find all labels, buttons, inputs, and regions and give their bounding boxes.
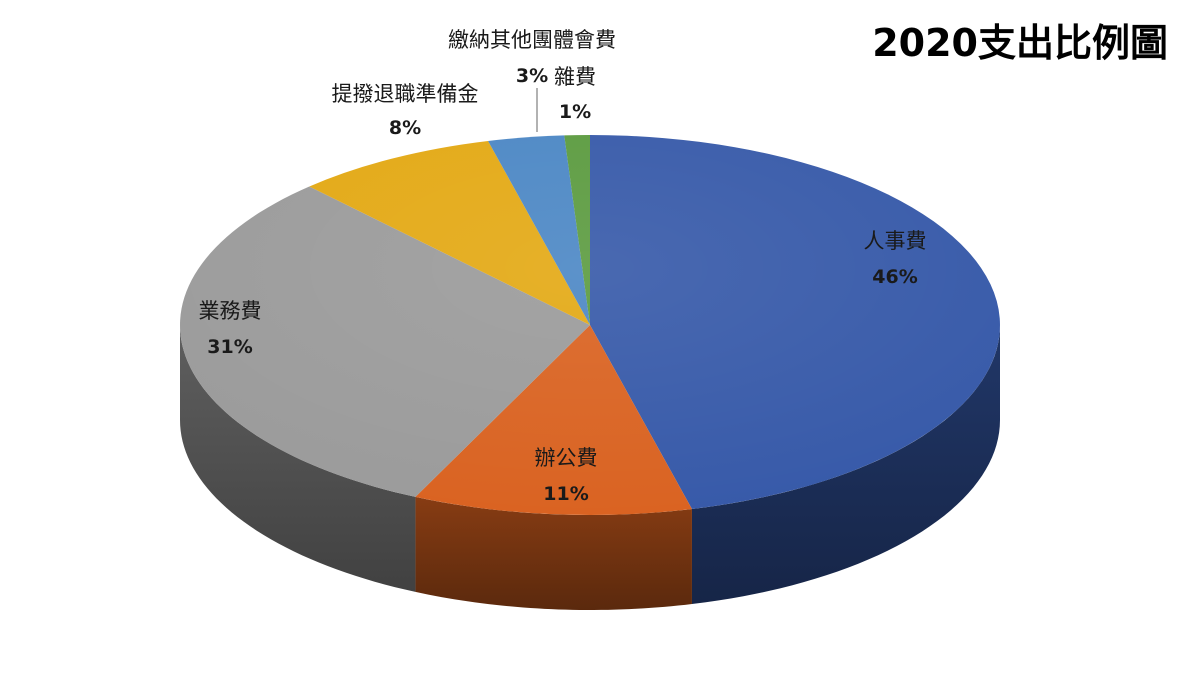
chart-title: 2020支出比例圖 bbox=[872, 21, 1168, 65]
slice-percent-label-6: 1% bbox=[559, 101, 591, 123]
slice-side-1 bbox=[691, 325, 1000, 605]
slice-name-label-5: 繳納其他團體會費 bbox=[448, 28, 616, 52]
slice-percent-label-1: 46% bbox=[872, 266, 917, 288]
pie-highlight bbox=[180, 135, 1000, 515]
slice-percent-label-3: 31% bbox=[207, 336, 252, 358]
slice-percent-label-4: 8% bbox=[389, 117, 421, 139]
slice-side-3 bbox=[180, 325, 416, 592]
pie-top bbox=[180, 134, 1000, 516]
slice-percent-label-2: 11% bbox=[543, 483, 588, 505]
pie-sides bbox=[180, 325, 1000, 610]
slice-name-label-3: 業務費 bbox=[199, 299, 262, 323]
slice-name-label-1: 人事費 bbox=[864, 229, 927, 253]
slice-percent-label-5: 3% bbox=[516, 65, 548, 87]
slice-side-2 bbox=[415, 496, 692, 610]
slice-name-label-2: 辦公費 bbox=[535, 446, 598, 470]
slice-name-label-4: 提撥退職準備金 bbox=[332, 82, 479, 106]
slice-name-label-6: 雜費 bbox=[554, 65, 596, 89]
slice-labels: 人事費 46% 辦公費 11% 業務費 31% 提撥退職準備金 8% 繳納其他團體會費 3% 雜費 1… bbox=[199, 28, 927, 505]
